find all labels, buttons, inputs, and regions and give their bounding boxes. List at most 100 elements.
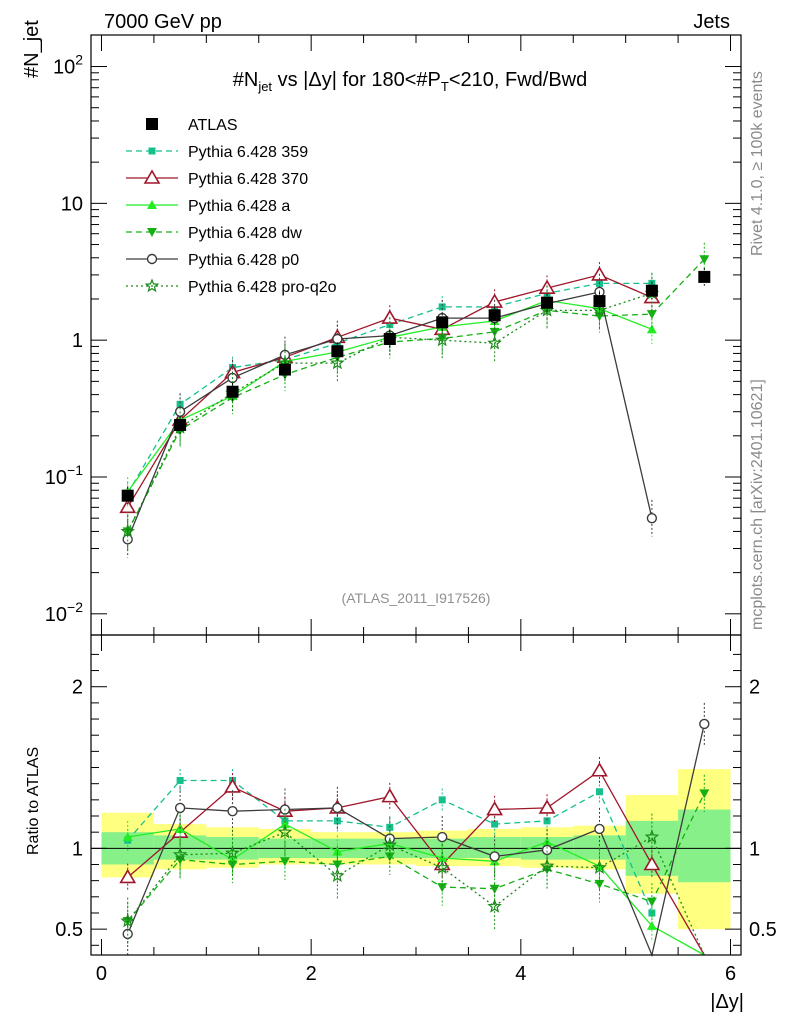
ratio-point	[330, 868, 345, 883]
data-point	[332, 333, 343, 345]
legend-label: Pythia 6.428 pro-q2o	[188, 279, 337, 296]
x-tick-label: 6	[725, 963, 736, 985]
ratio-point	[384, 852, 395, 862]
series-line	[127, 291, 653, 540]
ratio-y-tick-label: 2	[72, 677, 83, 699]
legend-label: Pythia 6.428 a	[188, 198, 290, 215]
legend: ATLAS Pythia 6.428 359 Pythia 6.428 370 Pyt…	[126, 117, 337, 296]
data-point	[541, 296, 554, 309]
data-point	[383, 332, 396, 345]
ratio-point	[489, 851, 500, 862]
ratio-series-pythia-6-428-pro-q2o	[120, 808, 705, 956]
ratio-point	[381, 788, 399, 803]
ratio-point	[539, 858, 555, 873]
legend-marker	[143, 169, 161, 184]
x-axis-label: |Δy|	[710, 991, 744, 1013]
ratio-point	[643, 855, 661, 871]
data-point	[645, 284, 658, 297]
legend-marker	[146, 253, 158, 265]
ratio-y-label: Ratio to ATLAS	[25, 747, 42, 855]
ratio-band-inner	[678, 809, 731, 883]
series-line	[127, 258, 705, 532]
tick-base: 10	[53, 57, 75, 79]
data-point	[278, 363, 291, 376]
tick-exp: 2	[75, 52, 83, 68]
ratio-point	[699, 789, 710, 799]
ratio-panel: 0.5 0.5 1 1 2 2 0 2 4 6 Ratio to ATLAS |Δy|	[25, 634, 777, 1013]
ratio-point	[487, 898, 502, 913]
ratio-point	[176, 776, 184, 784]
ratio-point	[437, 831, 448, 843]
ratio-point	[224, 778, 241, 793]
ratio-point	[227, 860, 238, 870]
legend-marker	[147, 200, 157, 209]
ratio-point	[279, 857, 290, 867]
ratio-point	[541, 844, 553, 856]
title-part: T	[441, 79, 449, 94]
ratio-line	[127, 723, 705, 958]
title-part: jet	[257, 79, 272, 94]
series-atlas	[121, 268, 711, 505]
ratio-point	[382, 837, 398, 852]
legend-marker	[144, 278, 160, 293]
ratio-line	[127, 823, 705, 956]
ratio-point	[122, 832, 133, 842]
data-point	[646, 324, 657, 334]
ratio-point	[591, 762, 608, 777]
title-part: #N	[233, 69, 259, 91]
tick-base: 10	[45, 467, 67, 489]
x-tick-label: 2	[306, 963, 317, 985]
data-point	[487, 335, 502, 350]
header-left: 7000 GeV pp	[104, 11, 222, 33]
tick-base: 10	[45, 604, 67, 626]
data-point	[331, 345, 344, 358]
ratio-point	[434, 860, 450, 874]
ratio-point	[332, 802, 343, 814]
ratio-point	[227, 805, 238, 817]
ratio-y-tick-label-right: 1	[749, 838, 760, 860]
data-point	[438, 303, 446, 311]
ratio-point	[119, 868, 137, 884]
data-point	[121, 489, 134, 502]
ratio-point	[489, 884, 500, 894]
y-tick-label: 102	[53, 52, 83, 79]
ratio-point	[646, 897, 657, 907]
ratio-line	[127, 769, 705, 956]
ratio-point	[699, 718, 710, 730]
title-part: vs |Δy| for 180<#P	[272, 69, 441, 91]
ratio-point	[438, 796, 446, 804]
data-point	[593, 295, 606, 308]
ratio-point	[644, 829, 660, 844]
ratio-y-tick-label-right: 2	[749, 677, 760, 699]
header-right: Jets	[693, 11, 730, 33]
x-tick-label: 4	[515, 963, 526, 985]
data-point	[488, 309, 501, 322]
ratio-line	[127, 831, 705, 956]
legend-label: ATLAS	[188, 117, 238, 134]
legend-entry: Pythia 6.428 pro-q2o	[126, 278, 337, 296]
legend-label: Pythia 6.428 359	[188, 144, 308, 161]
ratio-point	[592, 860, 607, 874]
legend-label: Pythia 6.428 370	[188, 171, 308, 188]
ratio-line	[127, 793, 705, 922]
y-tick-label: 10−1	[45, 462, 83, 489]
ratio-point	[172, 847, 188, 862]
ratio-y-tick-label-right: 0.5	[749, 919, 777, 941]
ratio-point	[174, 802, 186, 814]
ratio-point	[437, 883, 448, 893]
data-point	[699, 255, 710, 265]
ratio-point	[543, 817, 551, 825]
data-point	[174, 418, 187, 431]
tick-exp: −2	[67, 599, 83, 615]
data-point	[330, 355, 345, 370]
y-tick-label: 10−2	[45, 599, 83, 626]
ratio-y-tick-label: 0.5	[55, 919, 83, 941]
ratio-point	[594, 823, 605, 835]
ratio-y-tick-label: 1	[72, 838, 83, 860]
legend-marker	[146, 118, 158, 130]
ratio-point	[486, 800, 504, 816]
y-tick-label: 1	[72, 330, 83, 352]
data-point	[436, 316, 449, 329]
